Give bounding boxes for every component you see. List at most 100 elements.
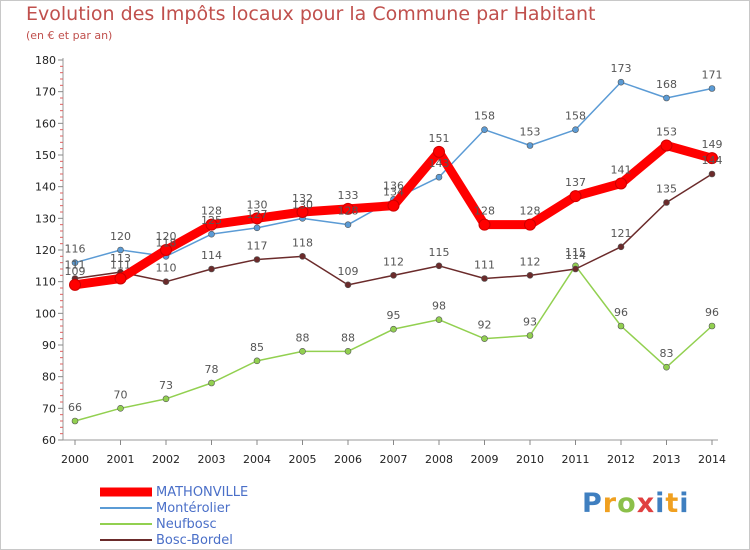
data-label-bosc-bordel: 109	[338, 265, 359, 278]
data-label-mathonville: 120	[156, 230, 177, 243]
data-point-monterolier	[708, 85, 716, 92]
data-label-monterolier: 125	[201, 214, 222, 227]
x-tick-label: 2010	[516, 453, 544, 466]
data-label-monterolier: 127	[247, 208, 268, 221]
y-tick-label: 170	[35, 86, 56, 99]
data-point-neufbosc	[617, 322, 625, 330]
x-tick-label: 2014	[698, 453, 726, 466]
data-label-mathonville: 128	[474, 205, 495, 218]
x-tick-label: 2005	[289, 453, 317, 466]
data-point-monterolier	[253, 224, 261, 232]
x-tick-label: 2006	[334, 453, 362, 466]
data-label-bosc-bordel: 111	[65, 259, 86, 272]
data-point-mathonville	[342, 202, 354, 215]
data-label-monterolier: 128	[338, 205, 359, 218]
data-label-neufbosc: 115	[565, 246, 586, 259]
y-tick-label: 80	[42, 371, 56, 384]
x-tick-label: 2013	[653, 453, 681, 466]
data-point-bosc-bordel	[572, 265, 579, 273]
logo-letter: t	[665, 488, 680, 519]
data-label-neufbosc: 88	[341, 331, 355, 344]
data-label-mathonville: 137	[565, 176, 586, 189]
legend-swatch-bosc-bordel	[100, 539, 152, 541]
data-point-bosc-bordel	[208, 265, 215, 273]
y-tick-label: 140	[35, 181, 56, 194]
data-label-bosc-bordel: 118	[292, 236, 313, 249]
data-point-bosc-bordel	[617, 243, 625, 251]
data-point-mathonville	[296, 206, 309, 218]
logo-letter: r	[602, 488, 618, 519]
data-label-monterolier: 173	[611, 62, 632, 75]
data-point-bosc-bordel	[481, 275, 488, 282]
chart-subtitle: (en € et par an)	[26, 29, 113, 42]
x-tick-label: 2000	[61, 453, 89, 466]
data-label-mathonville: 133	[338, 189, 359, 202]
data-point-neufbosc	[526, 332, 534, 339]
data-label-mathonville: 128	[201, 205, 222, 218]
data-label-bosc-bordel: 113	[110, 252, 131, 265]
data-label-bosc-bordel: 114	[201, 249, 222, 262]
legend-item-bosc-bordel: Bosc-Bordel	[100, 532, 248, 548]
data-label-monterolier: 136	[383, 179, 404, 192]
data-label-neufbosc: 88	[296, 331, 310, 344]
data-label-monterolier: 171	[702, 69, 723, 82]
proxiti-logo: Proxiti	[582, 488, 690, 519]
x-tick-label: 2007	[380, 453, 408, 466]
data-label-mathonville: 111	[110, 259, 131, 272]
legend-label-bosc-bordel: Bosc-Bordel	[156, 532, 233, 548]
data-point-mathonville	[433, 145, 445, 158]
x-tick-label: 2009	[471, 453, 499, 466]
data-point-monterolier	[435, 173, 443, 181]
series-line-neufbosc	[74, 265, 713, 422]
y-tick-label: 110	[35, 276, 56, 289]
data-label-neufbosc: 83	[660, 347, 674, 360]
data-label-neufbosc: 70	[114, 388, 128, 401]
data-label-neufbosc: 95	[387, 309, 401, 322]
legend-item-mathonville: MATHONVILLE	[100, 484, 248, 500]
data-label-monterolier: 153	[520, 126, 541, 139]
data-label-neufbosc: 98	[432, 300, 446, 313]
data-label-neufbosc: 96	[705, 306, 719, 319]
data-point-mathonville	[615, 177, 627, 190]
legend-swatch-neufbosc	[100, 523, 152, 525]
y-tick-label: 120	[35, 244, 56, 257]
data-point-mathonville	[660, 139, 673, 152]
data-point-bosc-bordel	[663, 199, 670, 206]
y-tick-label: 100	[35, 307, 56, 320]
data-label-mathonville: 149	[702, 138, 723, 151]
logo-letter: i	[655, 488, 666, 519]
data-point-mathonville	[69, 278, 81, 291]
legend-swatch-mathonville	[100, 487, 152, 497]
data-label-bosc-bordel: 117	[247, 240, 268, 253]
logo-letter: o	[617, 488, 637, 519]
data-point-monterolier	[526, 142, 534, 149]
data-label-bosc-bordel: 115	[429, 246, 450, 259]
data-label-monterolier: 116	[65, 243, 86, 256]
data-point-bosc-bordel	[162, 278, 170, 285]
data-point-neufbosc	[435, 316, 443, 323]
data-label-bosc-bordel: 144	[702, 154, 723, 167]
data-point-neufbosc	[390, 325, 397, 333]
y-tick-label: 160	[35, 117, 56, 130]
data-label-neufbosc: 92	[478, 319, 492, 332]
data-point-monterolier	[481, 126, 488, 133]
data-point-neufbosc	[117, 405, 124, 412]
data-label-bosc-bordel: 135	[656, 183, 677, 196]
data-point-monterolier	[71, 259, 79, 266]
data-label-bosc-bordel: 114	[565, 249, 586, 262]
data-label-monterolier: 118	[156, 236, 177, 249]
data-label-mathonville: 130	[247, 198, 268, 211]
data-point-bosc-bordel	[435, 262, 443, 270]
data-point-monterolier	[208, 230, 215, 238]
data-point-neufbosc	[162, 395, 170, 403]
data-point-mathonville	[706, 152, 718, 165]
data-label-monterolier: 130	[292, 198, 313, 211]
legend-item-neufbosc: Neufbosc	[100, 516, 248, 532]
legend-label-mathonville: MATHONVILLE	[156, 484, 249, 500]
data-point-bosc-bordel	[299, 253, 306, 260]
data-point-monterolier	[344, 221, 352, 228]
x-tick-label: 2008	[425, 453, 453, 466]
data-point-mathonville	[205, 218, 218, 231]
legend-swatch-monterolier	[100, 507, 152, 509]
data-point-bosc-bordel	[526, 272, 534, 279]
